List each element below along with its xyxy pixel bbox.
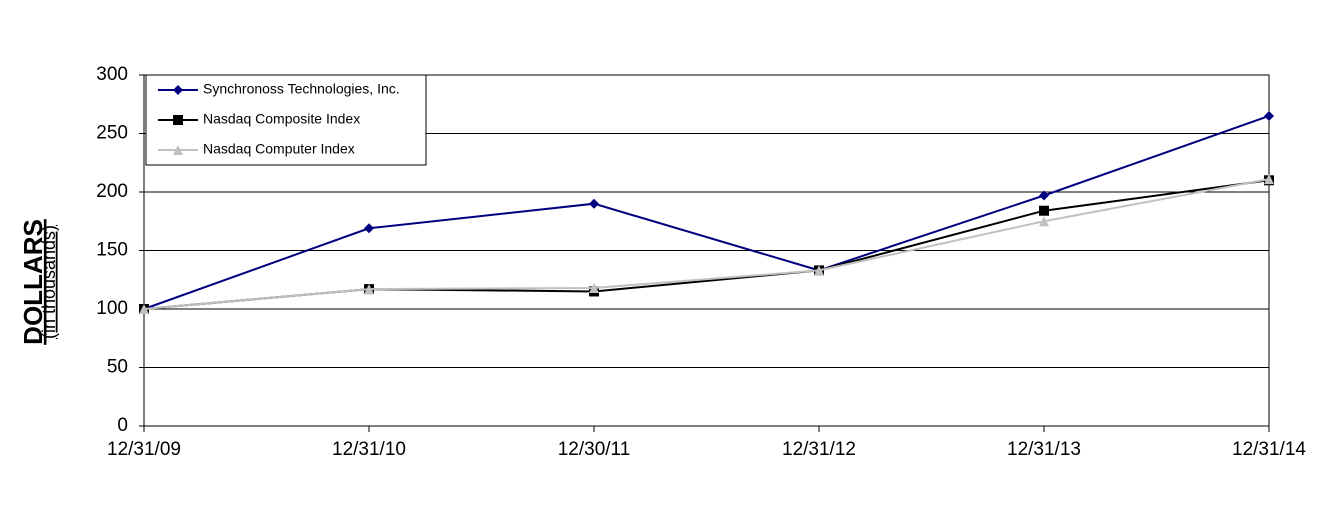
legend-marker (173, 85, 183, 95)
y-tick-label: 250 (96, 123, 128, 144)
legend-label: Nasdaq Composite Index (203, 111, 360, 127)
legend-label: Synchronoss Technologies, Inc. (203, 81, 400, 97)
x-tick-label: 12/30/11 (558, 439, 631, 460)
series-line (143, 178, 1270, 310)
data-point (1264, 174, 1274, 185)
y-tick-label: 150 (96, 240, 128, 261)
y-axis-label: DOLLARS (18, 219, 48, 345)
data-point (814, 265, 824, 276)
x-tick-label: 12/31/14 (1232, 439, 1306, 460)
legend-marker (173, 145, 183, 155)
y-tick-label: 0 (117, 415, 128, 436)
y-axis-note: (in thousands) (39, 225, 59, 339)
y-tick-label: 200 (96, 181, 128, 202)
x-tick-label: 12/31/13 (1007, 439, 1081, 460)
x-tick-label: 12/31/10 (332, 439, 406, 460)
x-tick-label: 12/31/12 (782, 439, 856, 460)
data-point (364, 223, 374, 234)
data-point (1264, 110, 1274, 121)
y-tick-label: 100 (96, 298, 128, 319)
legend-label: Nasdaq Computer Index (203, 141, 355, 157)
data-point (1039, 190, 1049, 201)
data-point (589, 282, 599, 293)
data-point (1039, 205, 1049, 216)
y-tick-label: 50 (107, 357, 128, 378)
series-line (143, 179, 1270, 310)
series-line (143, 115, 1270, 310)
data-point (139, 304, 149, 314)
legend-marker (173, 115, 183, 125)
data-point (1039, 216, 1049, 227)
data-point (589, 198, 599, 209)
y-tick-label: 300 (96, 64, 128, 85)
data-point (364, 284, 374, 295)
x-tick-label: 12/31/09 (107, 439, 181, 460)
